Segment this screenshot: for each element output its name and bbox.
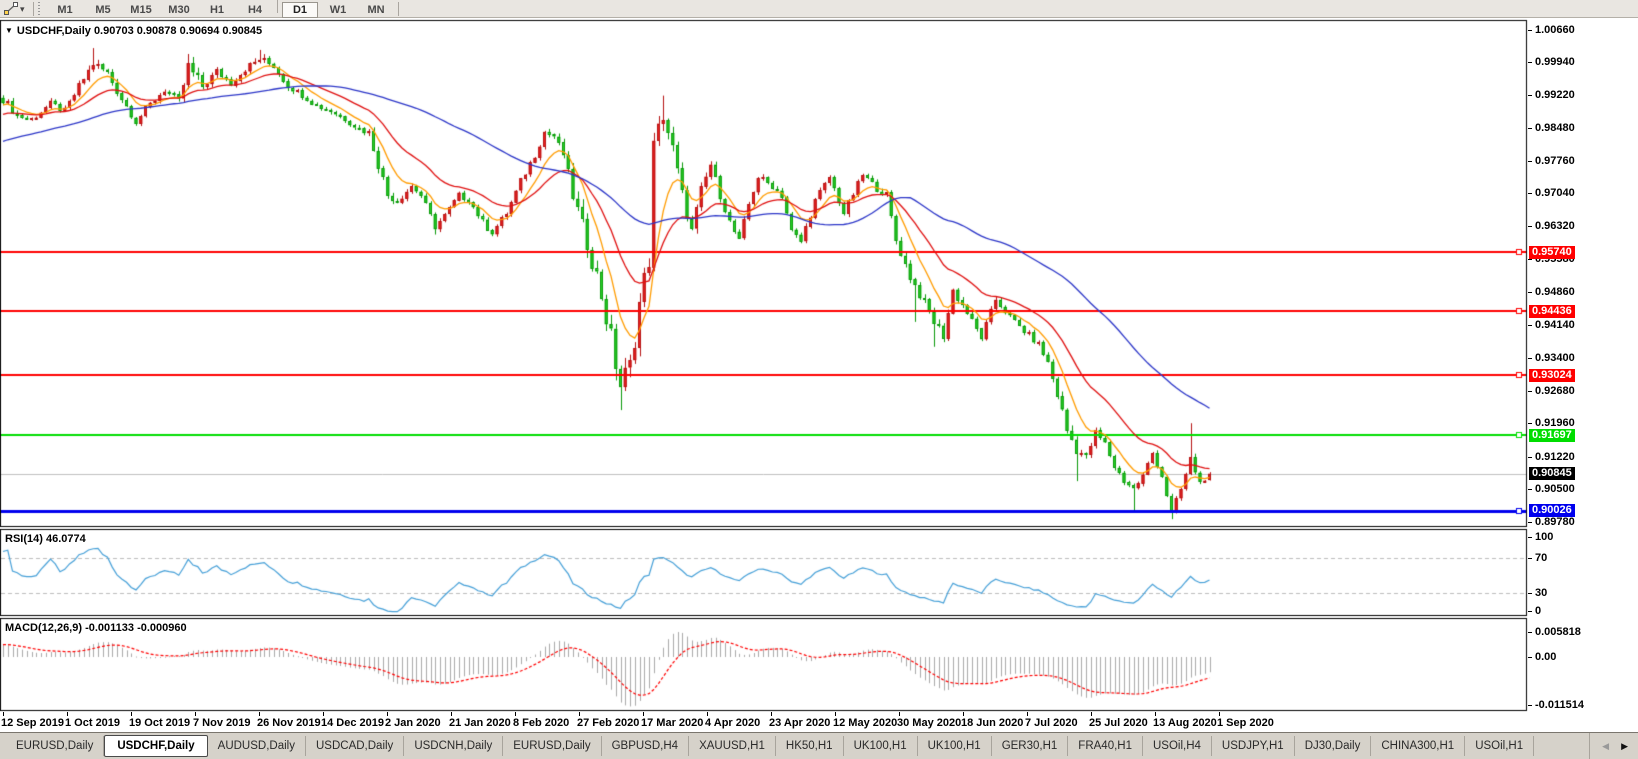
price-tick-label: 0.92680 <box>1535 384 1575 397</box>
chart-tab-EURUSD-Daily[interactable]: EURUSD,Daily <box>6 736 105 756</box>
chart-tab-GER30-H1[interactable]: GER30,H1 <box>992 736 1069 756</box>
current-price-box: 0.90845 <box>1529 467 1575 481</box>
date-tick-label: 1 Sep 2020 <box>1217 717 1274 729</box>
price-tick-label: 0.98480 <box>1535 122 1575 135</box>
timeframe-button-M15[interactable]: M15 <box>130 4 152 16</box>
chart-tab-USOil-H4[interactable]: USOil,H4 <box>1143 736 1212 756</box>
price-tick-label: 0.89780 <box>1535 515 1575 528</box>
tabs-scroll-left-icon[interactable]: ◀ <box>1602 741 1610 751</box>
rsi-axis-label: 70 <box>1535 552 1548 564</box>
rsi-axis-label: 0 <box>1535 604 1542 617</box>
price-tick-label: 1.00660 <box>1535 23 1575 36</box>
chart-tab-XAUUSD-H1[interactable]: XAUUSD,H1 <box>689 736 776 756</box>
chart-tab-GBPUSD-H4[interactable]: GBPUSD,H4 <box>602 736 690 756</box>
macd-axis-label: 0.005818 <box>1535 626 1581 639</box>
level-price-box: 0.90026 <box>1529 504 1575 518</box>
date-tick-label: 30 May 2020 <box>897 717 962 729</box>
chart-tab-USDJPY-H1[interactable]: USDJPY,H1 <box>1212 736 1295 756</box>
macd-axis-label: -0.011514 <box>1535 698 1584 711</box>
timeframe-button-D1[interactable]: D1 <box>282 2 318 18</box>
toolbar: ▾ M1 M5 M15 M30 H1 H4 D1 W1 MN <box>0 0 1638 18</box>
date-tick-label: 12 Sep 2019 <box>1 717 64 729</box>
timeframe-buttons: M1 M5 M15 M30 H1 H4 D1 W1 MN <box>46 0 395 18</box>
price-tick-label: 0.94860 <box>1535 286 1575 298</box>
line-studies-icon[interactable] <box>2 1 20 17</box>
date-tick-label: 23 Apr 2020 <box>769 717 831 729</box>
price-tick-label: 0.91960 <box>1535 417 1575 430</box>
timeframe-button-M30[interactable]: M30 <box>168 4 190 16</box>
chart-tab-UK100-H1[interactable]: UK100,H1 <box>918 736 992 756</box>
timeframe-button-M5[interactable]: M5 <box>95 4 111 16</box>
price-tick-label: 0.97040 <box>1535 187 1575 200</box>
timeframe-button-H1[interactable]: H1 <box>209 4 225 16</box>
date-tick-label: 19 Oct 2019 <box>129 717 191 729</box>
rsi-axis-label: 100 <box>1535 530 1554 543</box>
date-tick-label: 17 Mar 2020 <box>641 717 704 729</box>
toolbar-separator <box>33 1 34 16</box>
date-tick-label: 13 Aug 2020 <box>1153 717 1217 729</box>
chart-tab-USDCHF-Daily[interactable]: USDCHF,Daily <box>104 735 208 757</box>
level-price-box: 0.93024 <box>1529 368 1575 382</box>
chart-tab-USDCAD-Daily[interactable]: USDCAD,Daily <box>306 736 405 756</box>
chart-canvas[interactable] <box>0 18 1528 712</box>
chart-tab-CHINA300-H1[interactable]: CHINA300,H1 <box>1371 736 1466 756</box>
price-axis[interactable]: 1.00660 0.99940 0.99220 0.98480 0.97760 0.970… <box>1528 18 1638 712</box>
chart-tab-EURUSD-Daily[interactable]: EURUSD,Daily <box>503 736 602 756</box>
tab-scroll-arrows: ◀ ▶ <box>1589 733 1634 759</box>
toolbar-separator <box>277 0 278 13</box>
rsi-axis-label: 30 <box>1535 587 1548 599</box>
chart-tab-bar: EURUSD,Daily USDCHF,Daily AUDUSD,Daily USDC… <box>0 732 1638 759</box>
level-price-box: 0.94436 <box>1529 304 1575 318</box>
date-tick-label: 7 Jul 2020 <box>1025 717 1078 729</box>
price-tick-label: 0.96320 <box>1535 219 1575 232</box>
level-price-box: 0.91697 <box>1529 428 1575 442</box>
dropdown-caret-icon[interactable]: ▾ <box>20 3 25 14</box>
price-tick-label: 0.91220 <box>1535 450 1575 463</box>
level-price-box: 0.95740 <box>1529 245 1575 259</box>
chart-tab-HK50-H1[interactable]: HK50,H1 <box>776 736 844 756</box>
price-tick-label: 0.99220 <box>1535 88 1575 101</box>
timeframe-button-W1[interactable]: W1 <box>329 4 347 16</box>
date-axis[interactable]: 12 Sep 2019 1 Oct 2019 19 Oct 2019 7 Nov 20… <box>0 712 1638 732</box>
macd-axis-label: 0.00 <box>1535 651 1557 663</box>
toolbar-grip[interactable] <box>38 2 42 15</box>
date-tick-label: 21 Jan 2020 <box>449 717 511 729</box>
date-tick-label: 14 Dec 2019 <box>321 717 384 729</box>
chart-tab-AUDUSD-Daily[interactable]: AUDUSD,Daily <box>208 736 306 756</box>
timeframe-button-H4[interactable]: H4 <box>247 4 263 16</box>
date-tick-label: 18 Jun 2020 <box>961 717 1024 729</box>
date-tick-label: 7 Nov 2019 <box>193 717 251 729</box>
price-tick-label: 0.97760 <box>1535 154 1575 167</box>
date-tick-label: 8 Feb 2020 <box>513 717 570 729</box>
date-tick-label: 27 Feb 2020 <box>577 717 640 729</box>
price-tick-label: 0.99940 <box>1535 56 1575 69</box>
chart-tab-UK100-H1[interactable]: UK100,H1 <box>844 736 918 756</box>
chart-tab-FRA40-H1[interactable]: FRA40,H1 <box>1068 736 1143 756</box>
tabs-scroll-right-icon[interactable]: ▶ <box>1621 741 1628 751</box>
date-tick-label: 4 Apr 2020 <box>705 717 761 729</box>
chart-tab-USDCNH-Daily[interactable]: USDCNH,Daily <box>404 736 504 756</box>
price-tick-label: 0.90500 <box>1535 483 1575 496</box>
date-tick-label: 12 May 2020 <box>833 717 898 729</box>
chart-tab-DJ30-Daily[interactable]: DJ30,Daily <box>1295 736 1372 756</box>
chart-tab-USOil-H1[interactable]: USOil,H1 <box>1465 736 1535 756</box>
date-tick-label: 26 Nov 2019 <box>257 717 321 729</box>
timeframe-button-M1[interactable]: M1 <box>57 4 73 16</box>
toolbar-separator <box>398 1 399 16</box>
timeframe-button-MN[interactable]: MN <box>367 4 385 16</box>
date-tick-label: 1 Oct 2019 <box>65 717 121 729</box>
price-tick-label: 0.94140 <box>1535 318 1575 331</box>
date-tick-label: 2 Jan 2020 <box>385 717 441 729</box>
price-tick-label: 0.93400 <box>1535 352 1575 365</box>
date-tick-label: 25 Jul 2020 <box>1089 717 1148 729</box>
